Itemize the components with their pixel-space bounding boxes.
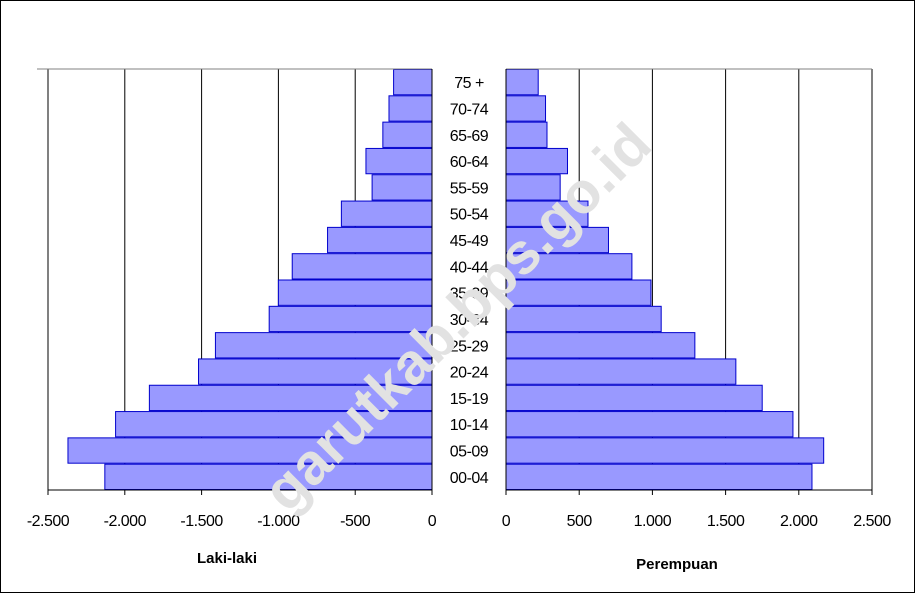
bar-perempuan-65-69 [505,121,548,148]
bar-laki-laki-30-34 [268,305,433,333]
left-tick-label: -1.500 [180,513,223,530]
right-tick-labels: 0 500 1.000 1.500 2.000 2.500 [502,513,892,530]
bar-laki-laki-35-39 [277,279,433,306]
bar-perempuan-75+ [505,69,539,96]
bar-laki-laki-15-19 [148,384,433,412]
left-tick-label: -2.000 [104,513,147,530]
left-bars [67,69,433,490]
bar-perempuan-25-29 [505,332,696,359]
right-tick-label: 1.500 [707,513,745,530]
category-label: 60-64 [450,154,489,171]
bar-laki-laki-70-74 [388,95,433,122]
bar-perempuan-10-14 [505,411,794,438]
right-axis-title: Perempuan [636,556,718,573]
bar-perempuan-35-39 [505,279,652,306]
right-tick-label: 2.500 [853,513,891,530]
bar-laki-laki-60-64 [365,147,433,175]
category-label: 55-59 [450,180,489,197]
category-label: 50-54 [450,207,489,224]
bar-laki-laki-55-59 [371,174,433,201]
axes [37,68,873,495]
right-tick-label: 2.000 [780,513,818,530]
bar-perempuan-60-64 [505,147,568,175]
bar-laki-laki-05-09 [67,437,433,464]
category-label: 10-14 [450,417,489,434]
bar-laki-laki-45-49 [327,226,433,254]
left-tick-label: 0 [428,513,437,530]
right-tick-label: 500 [567,513,593,530]
right-tick-label: 0 [502,513,511,530]
bar-laki-laki-40-44 [291,253,433,280]
bar-perempuan-30-34 [505,305,662,333]
left-tick-labels: -2.500 -2.000 -1.500 -1.000 -500 0 [27,513,437,530]
category-label: 70-74 [450,101,489,118]
bar-perempuan-50-54 [505,200,589,227]
category-label: 05-09 [450,444,489,461]
category-labels: 00-04 05-09 10-14 15-19 20-24 25-29 30-34 35-39… [450,75,490,487]
bar-perempuan-20-24 [505,358,737,385]
bar-perempuan-70-74 [505,95,547,122]
bar-perempuan-05-09 [505,437,825,464]
category-label: 75 + [454,75,484,92]
category-label: 20-24 [450,365,489,382]
category-label: 00-04 [450,470,489,487]
bar-laki-laki-75+ [393,69,433,96]
bar-laki-laki-50-54 [340,200,433,227]
left-axis-title: Laki-laki [197,550,257,567]
bar-perempuan-00-04 [505,463,813,490]
category-label: 25-29 [450,338,489,355]
right-bars [505,69,825,490]
bar-perempuan-45-49 [505,226,609,254]
category-label: 30-34 [450,312,489,329]
bar-laki-laki-25-29 [214,332,433,359]
left-tick-label: -500 [340,513,371,530]
bar-laki-laki-65-69 [382,121,433,148]
bar-laki-laki-20-24 [198,358,433,385]
left-tick-label: -1.000 [257,513,300,530]
left-tick-label: -2.500 [27,513,70,530]
bar-perempuan-55-59 [505,174,561,201]
bar-perempuan-15-19 [505,384,763,412]
bar-laki-laki-10-14 [115,411,433,438]
bar-laki-laki-00-04 [104,463,433,490]
category-label: 15-19 [450,391,489,408]
right-tick-label: 1.000 [634,513,672,530]
category-label: 35-39 [450,286,489,303]
category-label: 40-44 [450,259,489,276]
category-label: 65-69 [450,128,489,145]
category-label: 45-49 [450,233,489,250]
